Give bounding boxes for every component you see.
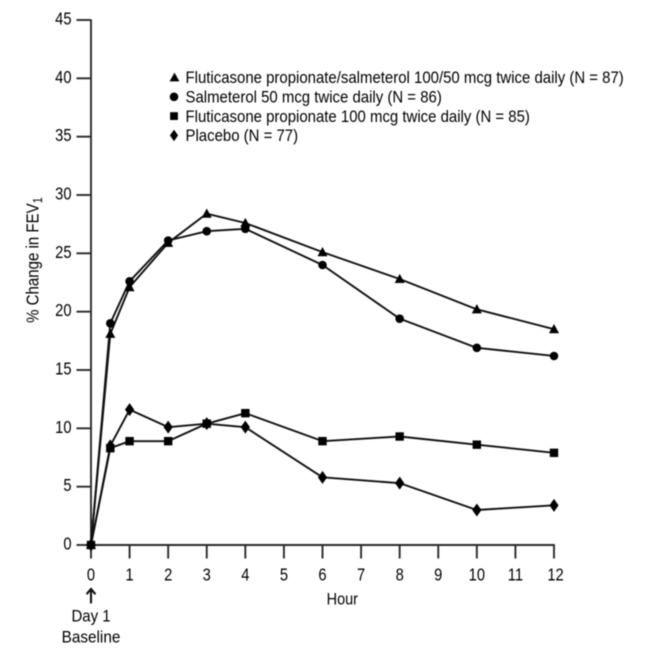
svg-text:35: 35 [55, 126, 71, 145]
svg-text:% Change in FEV1: % Change in FEV1 [23, 197, 45, 323]
svg-text:8: 8 [396, 565, 404, 584]
svg-text:30: 30 [55, 184, 71, 203]
svg-text:5: 5 [280, 565, 288, 584]
svg-text:0: 0 [87, 565, 95, 584]
svg-text:Placebo (N = 77): Placebo (N = 77) [186, 127, 299, 145]
svg-text:40: 40 [55, 68, 71, 87]
svg-text:Day 1: Day 1 [71, 607, 110, 625]
svg-text:15: 15 [55, 359, 71, 378]
svg-text:Fluticasone propionate 100 mcg: Fluticasone propionate 100 mcg twice dai… [186, 108, 530, 126]
svg-text:10: 10 [469, 565, 485, 584]
svg-text:7: 7 [357, 565, 365, 584]
svg-text:Fluticasone propionate/salmete: Fluticasone propionate/salmeterol 100/50… [186, 69, 624, 87]
svg-text:11: 11 [508, 565, 523, 584]
svg-text:10: 10 [55, 418, 71, 437]
svg-text:12: 12 [547, 565, 563, 584]
svg-text:Salmeterol 50 mcg twice daily: Salmeterol 50 mcg twice daily (N = 86) [186, 89, 442, 107]
svg-text:5: 5 [63, 476, 71, 495]
svg-text:25: 25 [55, 243, 71, 262]
svg-text:45: 45 [55, 9, 71, 28]
svg-text:6: 6 [318, 565, 326, 584]
svg-text:20: 20 [55, 301, 71, 320]
svg-text:3: 3 [203, 565, 211, 584]
svg-text:0: 0 [63, 534, 71, 553]
svg-text:Hour: Hour [327, 590, 358, 608]
svg-text:2: 2 [164, 565, 172, 584]
svg-text:Baseline: Baseline [62, 628, 121, 647]
svg-text:9: 9 [434, 565, 442, 584]
svg-text:1: 1 [125, 565, 133, 584]
svg-text:4: 4 [241, 565, 249, 584]
